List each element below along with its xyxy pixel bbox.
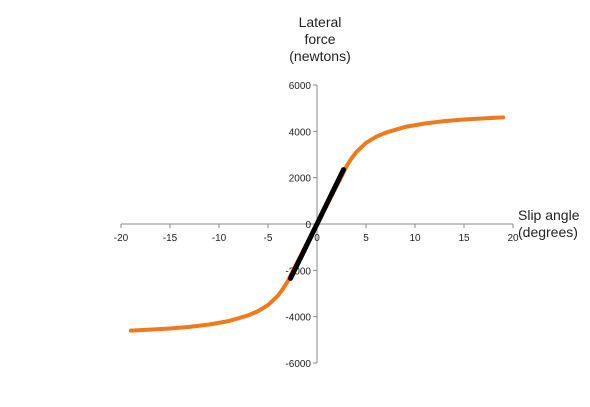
x-tick-label: -10	[212, 233, 227, 244]
series-line-linear	[288, 167, 346, 281]
y-tick-label: 4000	[289, 127, 312, 138]
y-tick-label: 2000	[289, 174, 312, 185]
ticks: -20 -15 -10 -5 0 5 10 15 20 -6000 -4000 -2000 0 2000 4…	[114, 81, 519, 370]
y-axis-title-line: Lateral	[298, 14, 342, 30]
y-tick-label: -2000	[285, 266, 311, 277]
y-tick-label: 0	[305, 220, 311, 231]
x-tick-label: -5	[264, 233, 273, 244]
x-tick-label: 20	[507, 233, 519, 244]
x-tick-label: 15	[458, 233, 470, 244]
x-tick-label: 5	[363, 233, 369, 244]
y-axis-title: Lateral force (newtons)	[270, 14, 370, 65]
y-axis-title-line: (newtons)	[289, 48, 351, 64]
y-tick-label: 6000	[289, 81, 312, 92]
x-axis-title-line: (degrees)	[518, 224, 578, 240]
x-tick-label: -15	[163, 233, 178, 244]
x-axis-title-line: Slip angle	[518, 207, 580, 223]
x-tick-label: 0	[314, 233, 320, 244]
x-tick-label: 10	[409, 233, 421, 244]
y-tick-label: -6000	[285, 359, 311, 370]
y-tick-label: -4000	[285, 313, 311, 324]
series-group	[128, 115, 506, 333]
y-axis-title-line: force	[304, 31, 336, 47]
x-axis-title: Slip angle (degrees)	[518, 207, 590, 241]
x-tick-label: -20	[114, 233, 129, 244]
